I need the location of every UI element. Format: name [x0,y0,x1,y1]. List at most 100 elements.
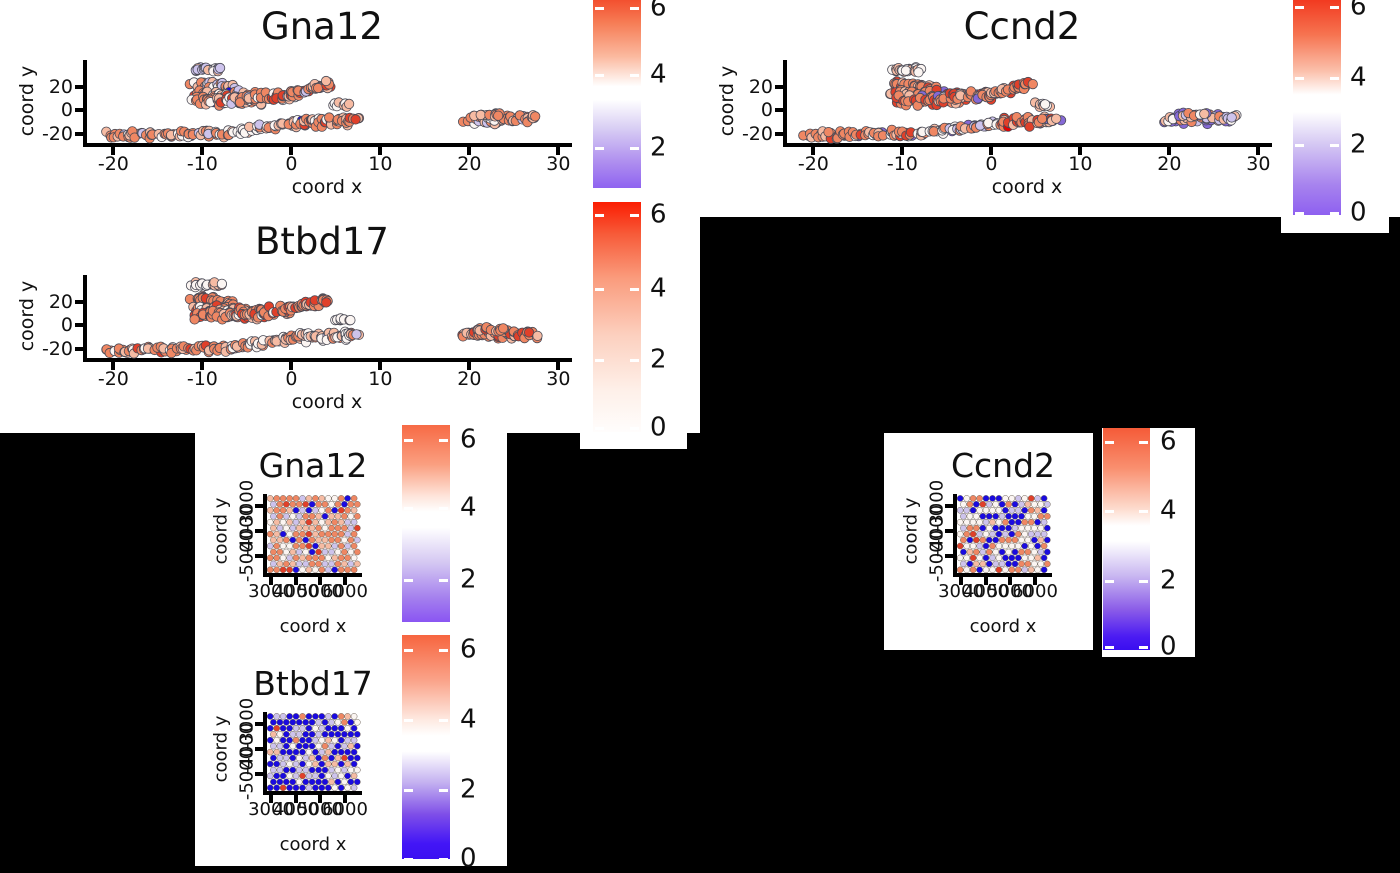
x-axis-line [83,358,572,362]
x-tick-mark [378,362,383,370]
spatial-spot [1021,530,1028,538]
spatial-spot [315,778,322,786]
spatial-spot [985,536,993,544]
spatial-spot [341,778,348,786]
y-tick-label: 0 [60,314,73,336]
spatial-spot [966,501,974,508]
colorbar-tick-mark [404,858,413,861]
spatial-spot [302,719,310,726]
spatial-spot [989,518,996,526]
spatial-spot [318,736,326,744]
x-tick-mark [984,577,988,585]
spatial-spot [1027,507,1035,514]
spatial-spot [276,766,284,774]
spatial-spot [347,719,355,726]
colorbar-tick-mark [404,649,413,652]
spatial-spot [276,536,284,544]
spatial-spot [325,507,332,514]
spatial-spot [273,566,280,574]
y-tick-label: -5000 [926,529,948,583]
x-tick-mark [378,147,383,155]
spatial-spot [305,784,313,792]
spatial-spot [328,778,335,786]
spatial-spot [1015,495,1022,502]
spatial-spot [956,554,964,562]
colorbar [1293,0,1341,215]
spatial-spot [1002,554,1009,562]
spatial-spot [341,766,348,774]
spatial-spot [347,513,355,520]
x-tick-mark [289,147,294,155]
spatial-spot [286,518,293,526]
colorbar-tick-label: 4 [1160,495,1177,526]
spatial-spot [1015,507,1022,514]
spatial-spot [337,772,345,780]
x-axis-label: coord x [969,616,1037,637]
spatial-spot [1024,513,1032,520]
spatial-spot [295,524,303,532]
spatial-spot [989,530,996,538]
spatial-spot [308,513,316,520]
x-tick-mark [294,795,298,803]
spatial-spot [315,766,322,774]
spatial-spot [1027,495,1035,502]
spatial-spot [350,507,358,514]
x-tick-mark [1078,147,1083,155]
spatial-spot [976,518,983,526]
x-tick-mark [1256,147,1261,155]
spatial-spot [302,536,310,544]
spatial-spot [354,501,361,508]
spatial-spot [956,518,964,526]
spatial-spot [337,713,345,720]
spatial-spot [270,501,277,508]
spatial-spot [273,530,280,538]
spatial-spot [1018,560,1025,568]
colorbar-tick-mark [1330,77,1339,80]
spatial-spot [341,548,348,556]
spatial-spot [318,566,326,574]
spatial-spot [321,548,329,556]
figure-background-top-left-colorbar-tab [580,433,687,449]
y-tick-label: -20 [41,337,73,360]
spatial-spot [331,760,338,768]
spatial-spot [299,495,306,502]
spatial-spot [279,713,287,720]
colorbar-tick-label: 6 [650,0,667,23]
spatial-spot [273,518,280,526]
spatial-spot [354,560,361,568]
spatial-spot [299,748,306,756]
spatial-spot [305,495,313,502]
spatial-spot [315,560,322,568]
spatial-spot [305,713,313,720]
spatial-spot [325,760,332,768]
spatial-spot [347,536,355,544]
spatial-spot [292,554,300,562]
scatter-point [1027,79,1038,90]
spatial-spot [266,748,274,756]
colorbar-tick-label: 2 [460,774,477,805]
spatial-spot [1044,548,1051,556]
spatial-spot [312,566,319,574]
spatial-spot [286,784,293,792]
page-title-gna12-spatial: Gna12 [258,446,368,485]
x-tick-mark [111,362,116,370]
spatial-spot [331,748,338,756]
spatial-spot [995,507,1003,514]
spatial-spot [289,524,297,532]
spatial-spot [308,731,316,738]
y-tick-mark [255,529,263,533]
colorbar-tick-label: 2 [1350,129,1367,160]
spatial-spot [308,501,316,508]
spatial-spot [292,542,300,550]
spatial-spot [289,513,297,520]
spatial-spot [1044,560,1051,568]
x-tick-label: 20 [457,368,482,390]
spatial-spot [1002,530,1009,538]
colorbar [402,425,450,622]
spatial-spot [1005,548,1012,556]
spatial-spot [289,501,297,508]
spatial-spot [266,530,274,538]
colorbar-tick-mark [1139,441,1148,444]
x-tick-mark [318,577,322,585]
spatial-spot [344,554,351,562]
